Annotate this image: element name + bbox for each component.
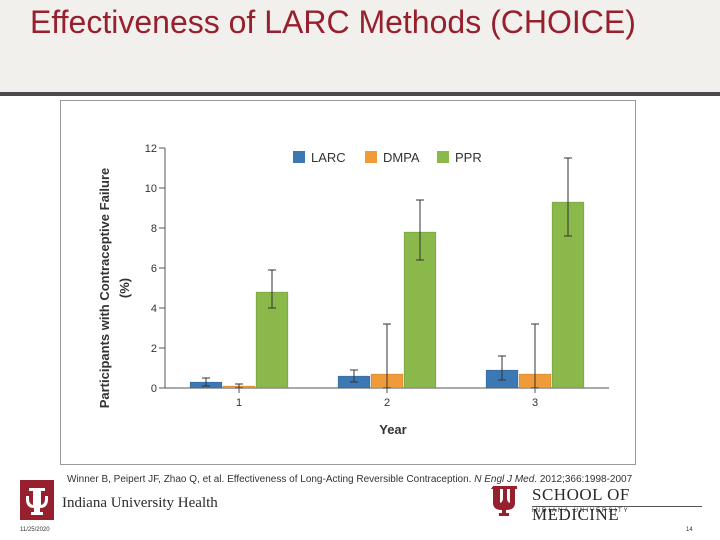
y-tick-label: 2	[151, 343, 157, 355]
x-tick-label: 1	[236, 397, 242, 409]
iu-trident-icon	[491, 486, 517, 516]
y-tick-label: 12	[145, 143, 157, 155]
page-number: 14	[686, 527, 693, 533]
legend-swatch-dmpa	[365, 151, 377, 163]
citation-text: Winner B, Peipert JF, Zhao Q, et al. Eff…	[67, 474, 475, 485]
school-of-medicine-title: SCHOOL OF MEDICINE	[532, 485, 630, 524]
chart-frame: 0 2 4 6 8 10 12 Participants with Contraceptive…	[60, 100, 636, 465]
iu-health-wordmark: Indiana University Health	[62, 495, 218, 511]
slide-title: Effectiveness of LARC Methods (CHOICE)	[30, 4, 636, 40]
footer-date: 11/25/2020	[20, 527, 50, 533]
y-tick-label: 6	[151, 263, 157, 275]
y-tick-label: 10	[145, 183, 157, 195]
school-divider	[532, 506, 702, 507]
citation-tail: . 2012;366:1998-2007	[534, 474, 633, 485]
y-tick-label: 0	[151, 383, 157, 395]
y-tick-label: 4	[151, 303, 157, 315]
legend-label-dmpa: DMPA	[383, 150, 420, 165]
iu-health-logo-icon	[20, 480, 54, 520]
citation-journal: N Engl J Med	[474, 474, 535, 485]
citation: Winner B, Peipert JF, Zhao Q, et al. Eff…	[67, 474, 707, 485]
school-subtitle: INDIANA UNIVERSITY	[532, 508, 630, 514]
legend-swatch-ppr	[437, 151, 449, 163]
y-axis-label: Participants with Contraceptive Failure(…	[97, 168, 132, 409]
x-tick-label: 3	[532, 397, 538, 409]
title-band	[0, 0, 720, 92]
x-axis-label: Year	[379, 422, 406, 437]
title-divider	[0, 92, 720, 96]
legend-label-larc: LARC	[311, 150, 346, 165]
y-tick-label: 8	[151, 223, 157, 235]
legend-label-ppr: PPR	[455, 150, 482, 165]
legend-swatch-larc	[293, 151, 305, 163]
x-tick-label: 2	[384, 397, 390, 409]
